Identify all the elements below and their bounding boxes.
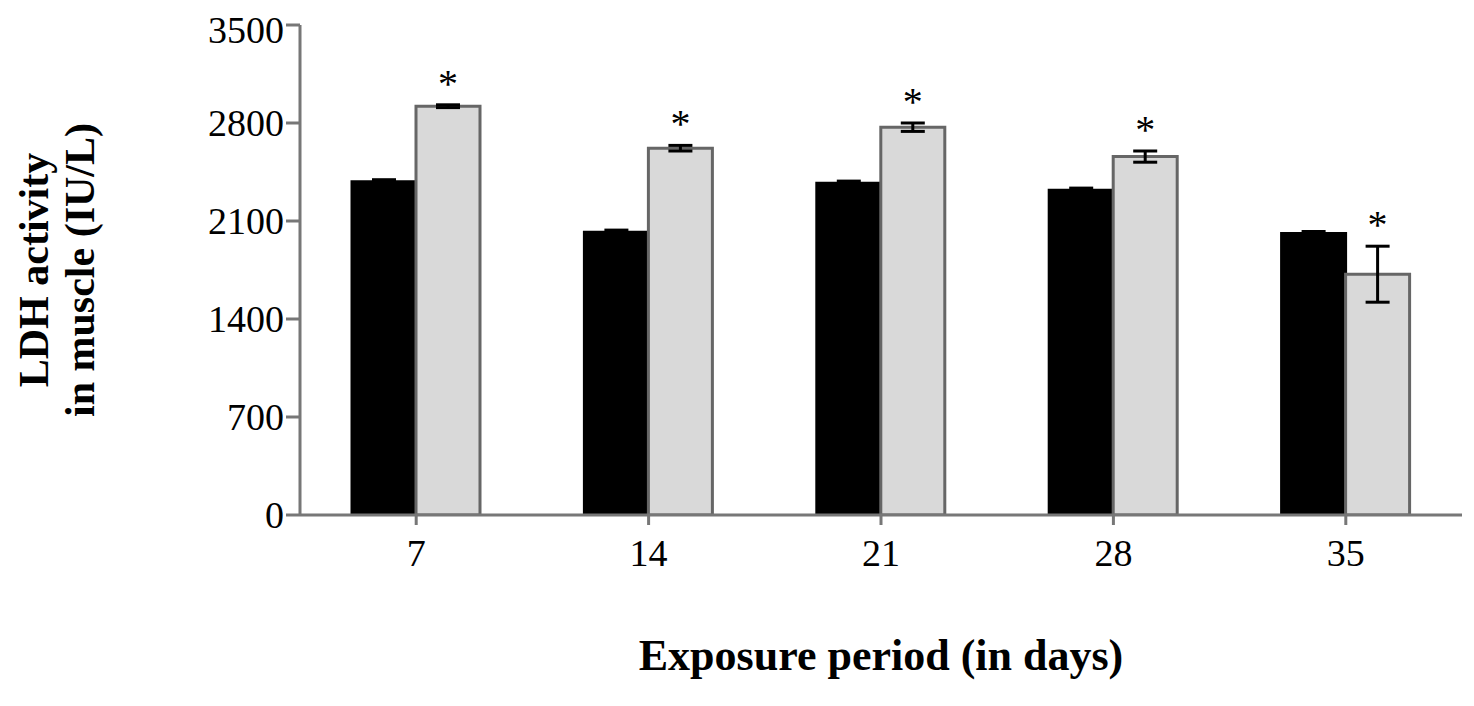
svg-text:*: * [1368,202,1388,247]
svg-text:*: * [438,61,458,106]
svg-text:14: 14 [630,532,668,574]
svg-text:1400: 1400 [208,298,284,340]
svg-text:3500: 3500 [208,9,284,51]
svg-text:0: 0 [265,494,284,536]
svg-text:700: 700 [227,396,284,438]
svg-text:2800: 2800 [208,102,284,144]
svg-text:7: 7 [407,532,426,574]
svg-text:Exposure period (in days): Exposure period (in days) [639,631,1124,680]
svg-text:21: 21 [862,532,900,574]
svg-text:2100: 2100 [208,200,284,242]
svg-text:*: * [903,79,923,124]
svg-text:35: 35 [1327,532,1365,574]
svg-text:28: 28 [1094,532,1132,574]
svg-text:LDH activityin muscle (IU/L): LDH activityin muscle (IU/L) [11,123,104,417]
svg-text:*: * [670,101,690,146]
svg-text:*: * [1135,107,1155,152]
